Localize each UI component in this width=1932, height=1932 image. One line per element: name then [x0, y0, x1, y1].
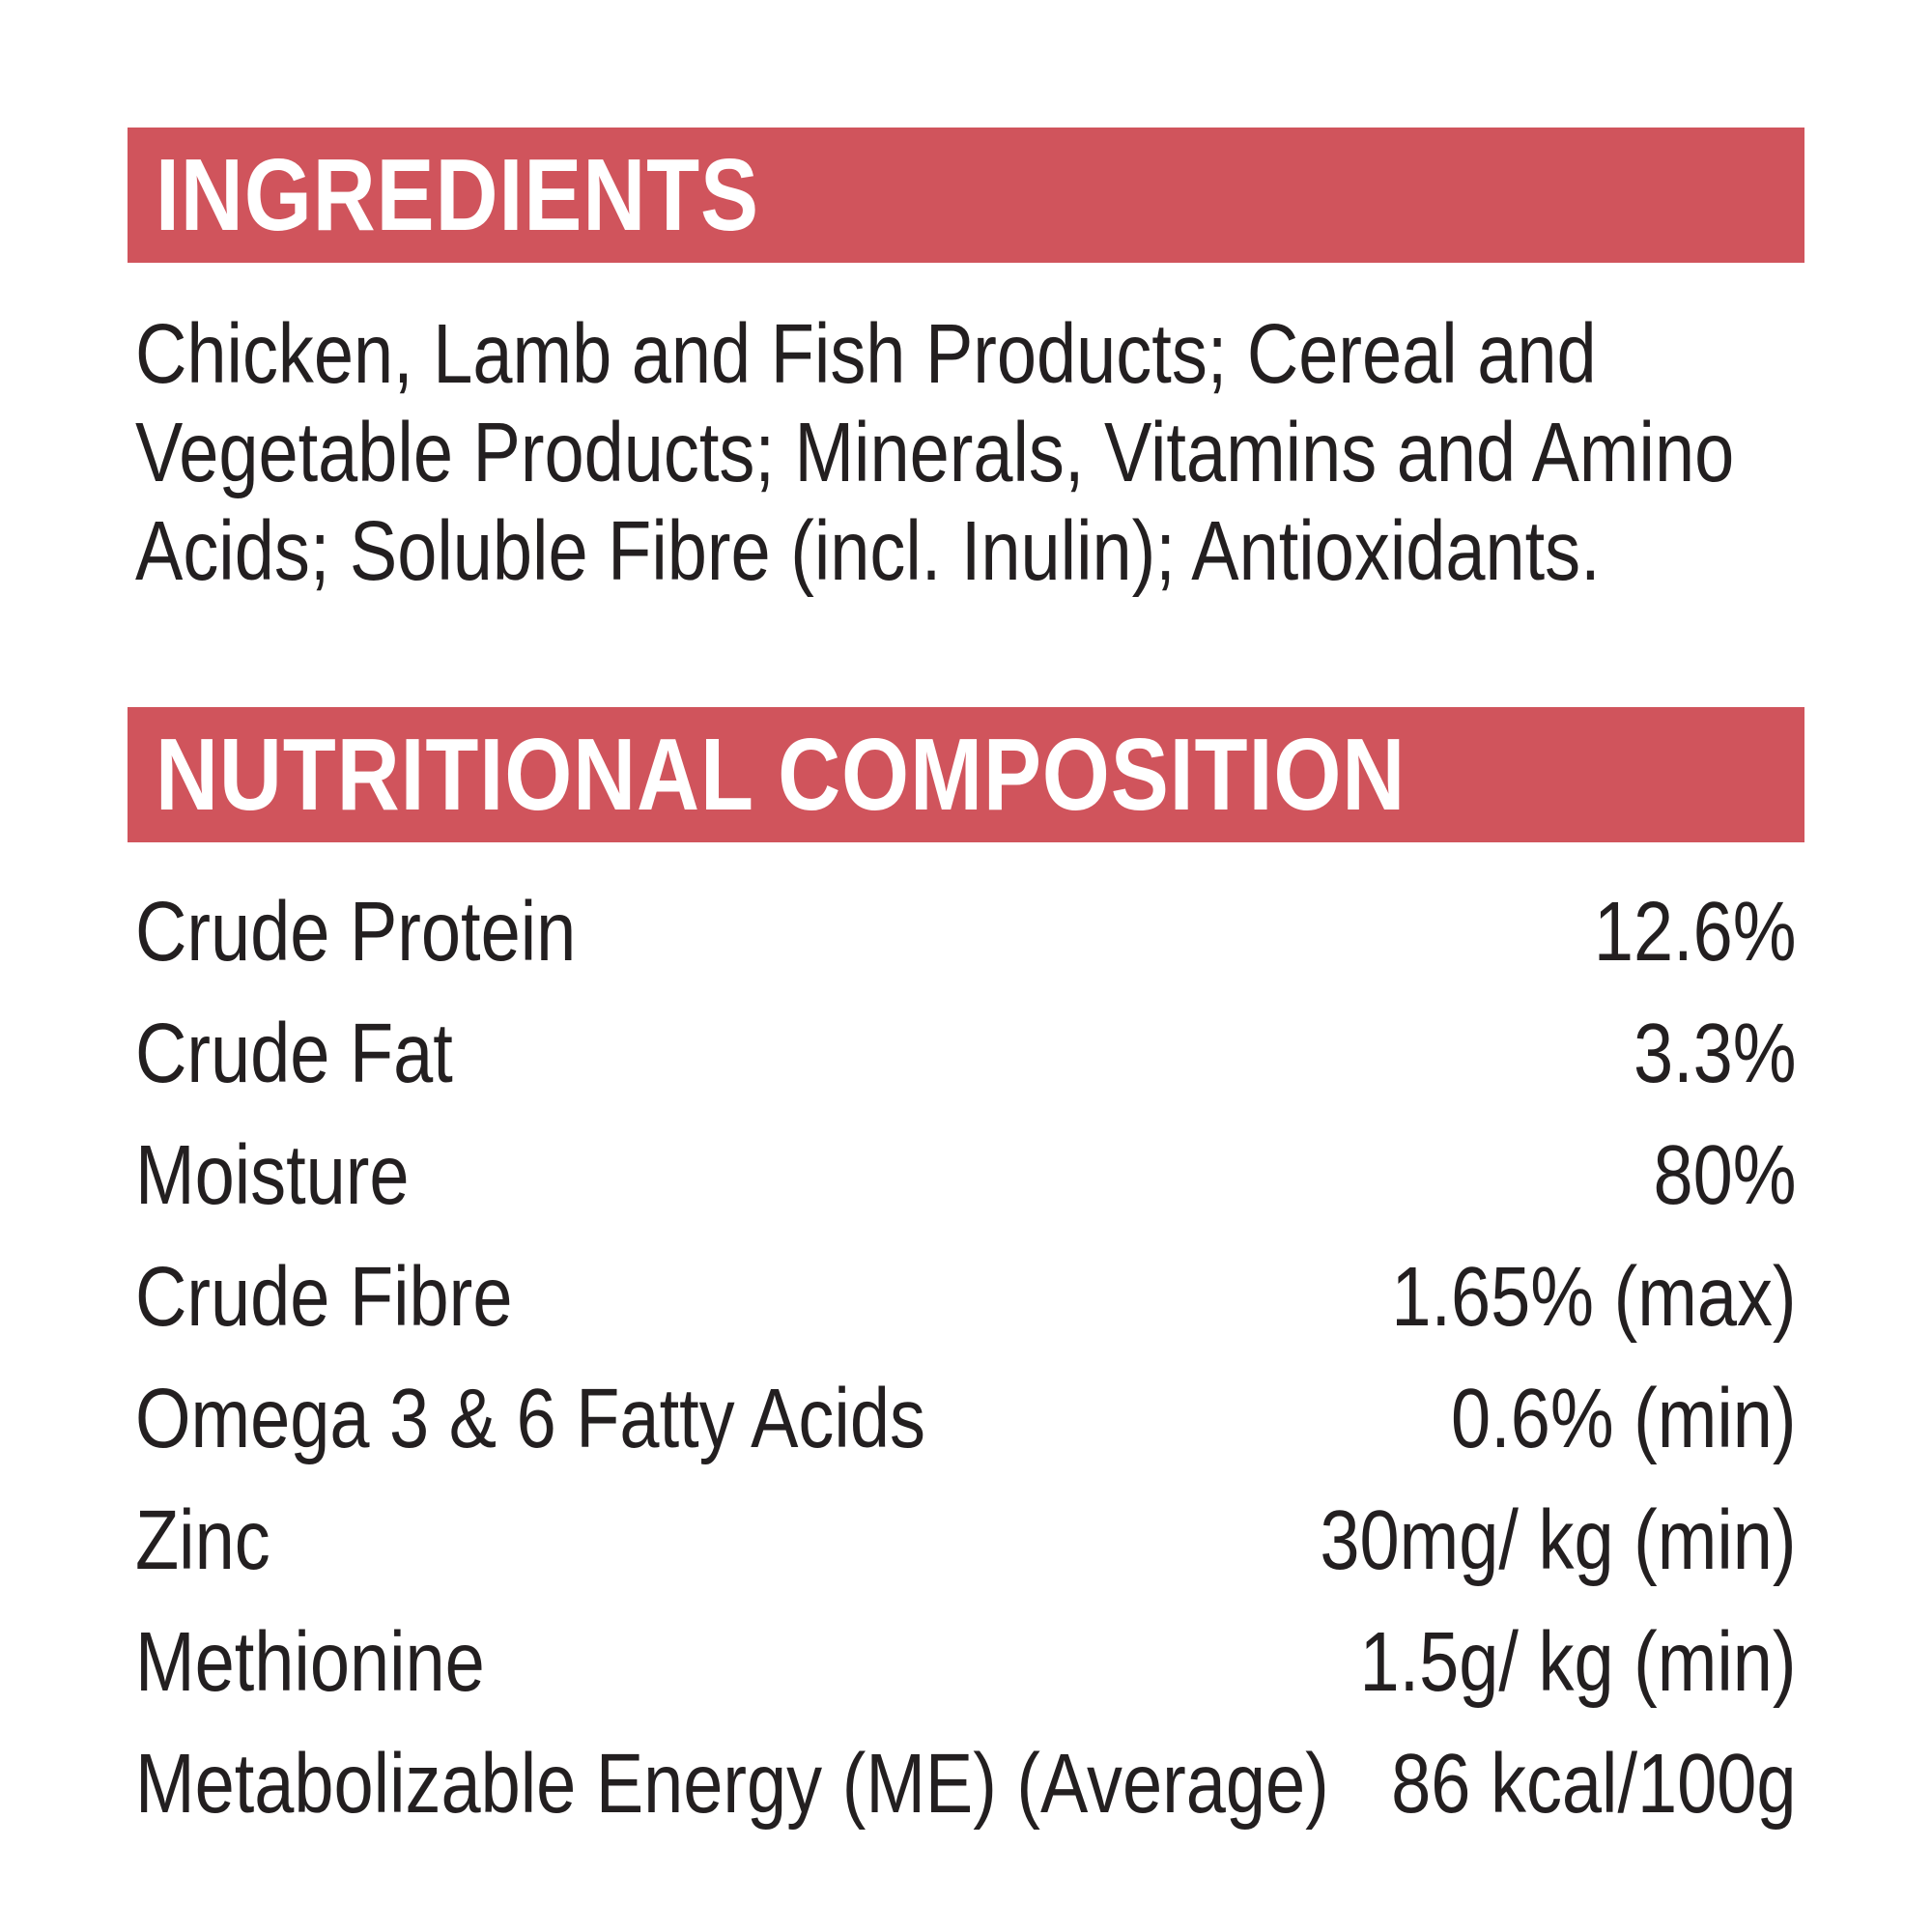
table-row: Methionine 1.5g/ kg (min): [135, 1602, 1804, 1723]
nutrient-label: Moisture: [135, 1128, 410, 1222]
nutrient-label: Metabolizable Energy (ME) (Average): [135, 1737, 1329, 1831]
nutrient-value: 1.65% (max): [1391, 1250, 1797, 1344]
ingredients-title: INGREDIENTS: [155, 137, 759, 252]
nutrient-value: 3.3%: [1633, 1007, 1797, 1100]
table-row: Crude Fibre 1.65% (max): [135, 1236, 1804, 1358]
table-row: Zinc 30mg/ kg (min): [135, 1480, 1804, 1602]
nutrition-table: Crude Protein 12.6% Crude Fat 3.3% Moist…: [128, 871, 1804, 1845]
table-row: Moisture 80%: [135, 1115, 1804, 1236]
nutrient-label: Crude Fat: [135, 1007, 453, 1100]
nutrition-title: NUTRITIONAL COMPOSITION: [155, 717, 1406, 832]
ingredients-header-bar: INGREDIENTS: [128, 128, 1804, 263]
label-panel: INGREDIENTS Chicken, Lamb and Fish Produ…: [128, 0, 1804, 1845]
ingredients-line: Acids; Soluble Fibre (incl. Inulin); Ant…: [135, 504, 1601, 598]
ingredients-line: Vegetable Products; Minerals, Vitamins a…: [135, 406, 1735, 499]
nutrient-value: 86 kcal/100g: [1391, 1737, 1797, 1831]
nutrient-value: 80%: [1653, 1128, 1797, 1222]
table-row: Omega 3 & 6 Fatty Acids 0.6% (min): [135, 1358, 1804, 1480]
table-row: Crude Fat 3.3%: [135, 993, 1804, 1115]
nutrient-value: 30mg/ kg (min): [1320, 1493, 1797, 1587]
nutrition-header-bar: NUTRITIONAL COMPOSITION: [128, 707, 1804, 842]
nutrient-value: 0.6% (min): [1451, 1372, 1797, 1465]
nutrient-label: Crude Fibre: [135, 1250, 513, 1344]
table-row: Metabolizable Energy (ME) (Average) 86 k…: [135, 1723, 1804, 1845]
nutrient-value: 12.6%: [1593, 885, 1797, 979]
nutrient-label: Omega 3 & 6 Fatty Acids: [135, 1372, 925, 1465]
nutrient-value: 1.5g/ kg (min): [1359, 1615, 1797, 1709]
table-row: Crude Protein 12.6%: [135, 871, 1804, 993]
ingredients-line: Chicken, Lamb and Fish Products; Cereal …: [135, 307, 1597, 401]
nutrient-label: Methionine: [135, 1615, 485, 1709]
ingredients-paragraph: Chicken, Lamb and Fish Products; Cereal …: [128, 305, 1804, 601]
nutrient-label: Crude Protein: [135, 885, 577, 979]
nutrient-label: Zinc: [135, 1493, 270, 1587]
